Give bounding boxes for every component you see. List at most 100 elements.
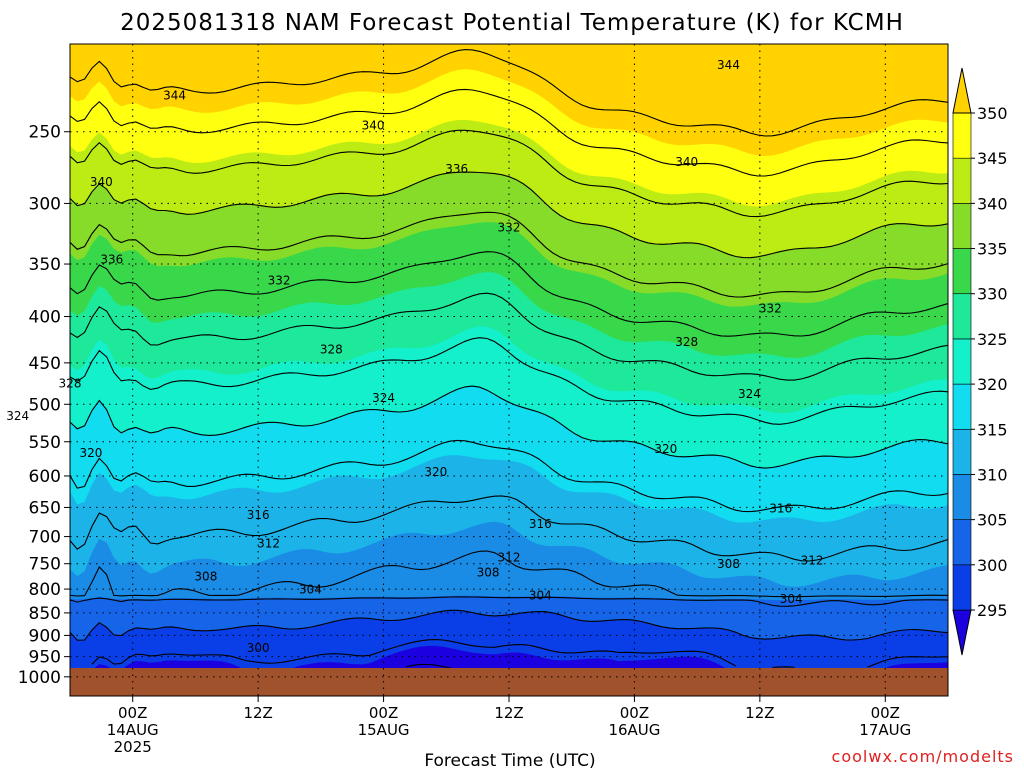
contour-label: 320 (79, 446, 102, 460)
credit-text: coolwx.com/modelts (832, 747, 1014, 766)
colorbar-label: 295 (977, 601, 1008, 620)
x-tick-label: 12Z (494, 704, 523, 722)
colorbar-segment (952, 203, 972, 249)
colorbar-label: 330 (977, 285, 1008, 304)
x-tick-label: 17AUG (859, 721, 911, 739)
colorbar-segment (952, 338, 972, 385)
x-tick-label: 00Z (369, 704, 398, 722)
colorbar-segment (952, 609, 972, 656)
x-tick-label: 15AUG (358, 721, 410, 739)
x-tick-label: 14AUG (107, 721, 159, 739)
contour-label: 304 (780, 592, 803, 606)
y-tick-label: 600 (29, 467, 61, 487)
colorbar-segment (952, 474, 972, 520)
contour-300 (70, 609, 948, 641)
contour-352 (70, 49, 948, 137)
y-tick-label: 300 (29, 194, 61, 214)
contour-label: 324 (6, 409, 29, 423)
y-tick-label: 550 (29, 433, 61, 453)
x-tick-label: 00Z (620, 704, 649, 722)
x-tick-label: 2025 (114, 738, 152, 756)
y-tick-label: 400 (29, 308, 61, 328)
contour-316 (70, 439, 948, 513)
x-axis-label: Forecast Time (UTC) (424, 751, 595, 768)
contour-label: 344 (717, 58, 740, 72)
y-axis: 2503003504004505005506006507007508008509… (18, 123, 70, 688)
contour-label: 324 (372, 391, 395, 405)
colorbar-label: 350 (977, 104, 1008, 123)
y-tick-label: 650 (29, 498, 61, 518)
contour-label: 332 (268, 274, 291, 288)
y-tick-label: 750 (29, 555, 61, 575)
colorbar-segment (952, 157, 972, 204)
contour-label: 328 (675, 335, 698, 349)
x-tick-label: 12Z (243, 704, 272, 722)
y-tick-label: 900 (29, 626, 61, 646)
contour-label: 312 (257, 536, 280, 550)
y-tick-label: 250 (29, 123, 61, 143)
contour-label: 344 (163, 89, 186, 103)
y-tick-label: 350 (29, 255, 61, 275)
contour-label: 340 (90, 175, 113, 189)
y-tick-label: 700 (29, 528, 61, 548)
contour-label: 332 (498, 221, 521, 235)
contour-label: 300 (247, 641, 270, 655)
contour-332 (70, 251, 948, 337)
colorbar: 295 300 305 310 315 320 325 330 335 340 345 350 (952, 67, 1008, 656)
x-tick-label: 00Z (871, 704, 900, 722)
contour-label: 308 (194, 570, 217, 584)
contour-348 (70, 88, 948, 177)
colorbar-segment (952, 112, 972, 159)
contour-label: 316 (769, 502, 792, 516)
contour-label: 336 (445, 162, 468, 176)
contour-label: 308 (717, 557, 740, 571)
colorbar-segment (952, 248, 972, 295)
colorbar-segment (952, 383, 972, 430)
contour-label: 304 (529, 588, 552, 602)
contour-label: 304 (299, 583, 322, 597)
chart-title: 2025081318 NAM Forecast Potential Temper… (120, 10, 904, 36)
contour-324 (70, 337, 948, 425)
colorbar-label: 335 (977, 240, 1008, 259)
contour-label: 340 (675, 155, 698, 169)
contour-308 (70, 550, 948, 598)
contour-label: 308 (477, 566, 500, 580)
contour-label: 312 (801, 554, 824, 568)
colorbar-segment (952, 67, 972, 114)
contour-label: 320 (424, 465, 447, 479)
contour-label: 320 (654, 442, 677, 456)
contour-292 (406, 663, 451, 669)
contour-label: 324 (738, 387, 761, 401)
colorbar-label: 315 (977, 420, 1008, 439)
contour-label: 332 (759, 302, 782, 316)
y-tick-label: 1000 (18, 668, 61, 688)
colorbar-segment (952, 428, 972, 475)
colorbar-label: 310 (977, 465, 1008, 484)
plot-area: 3443443403403403363363323323323283283283… (6, 43, 949, 697)
y-tick-label: 500 (29, 395, 61, 415)
y-tick-label: 450 (29, 354, 61, 374)
x-tick-label: 12Z (745, 704, 774, 722)
x-tick-label: 16AUG (608, 721, 660, 739)
colorbar-label: 325 (977, 330, 1008, 349)
colorbar-label: 305 (977, 511, 1008, 530)
contour-336 (70, 211, 948, 298)
colorbar-segment (952, 293, 972, 340)
contour-label: 316 (247, 508, 270, 522)
colorbar-label: 320 (977, 375, 1008, 394)
x-tick-label: 00Z (118, 704, 147, 722)
contour-label: 340 (362, 118, 385, 132)
contour-328 (70, 292, 948, 381)
fill-band-350 (70, 44, 948, 156)
contour-344 (70, 129, 948, 218)
contour-label: 312 (498, 550, 521, 564)
contour-312 (70, 495, 948, 562)
colorbar-segment (952, 519, 972, 566)
y-tick-label: 850 (29, 604, 61, 624)
colorbar-segment (952, 564, 972, 611)
contour-label: 336 (100, 253, 123, 267)
colorbar-label: 345 (977, 149, 1008, 168)
contour-340 (70, 171, 948, 259)
colorbar-label: 340 (977, 194, 1008, 213)
